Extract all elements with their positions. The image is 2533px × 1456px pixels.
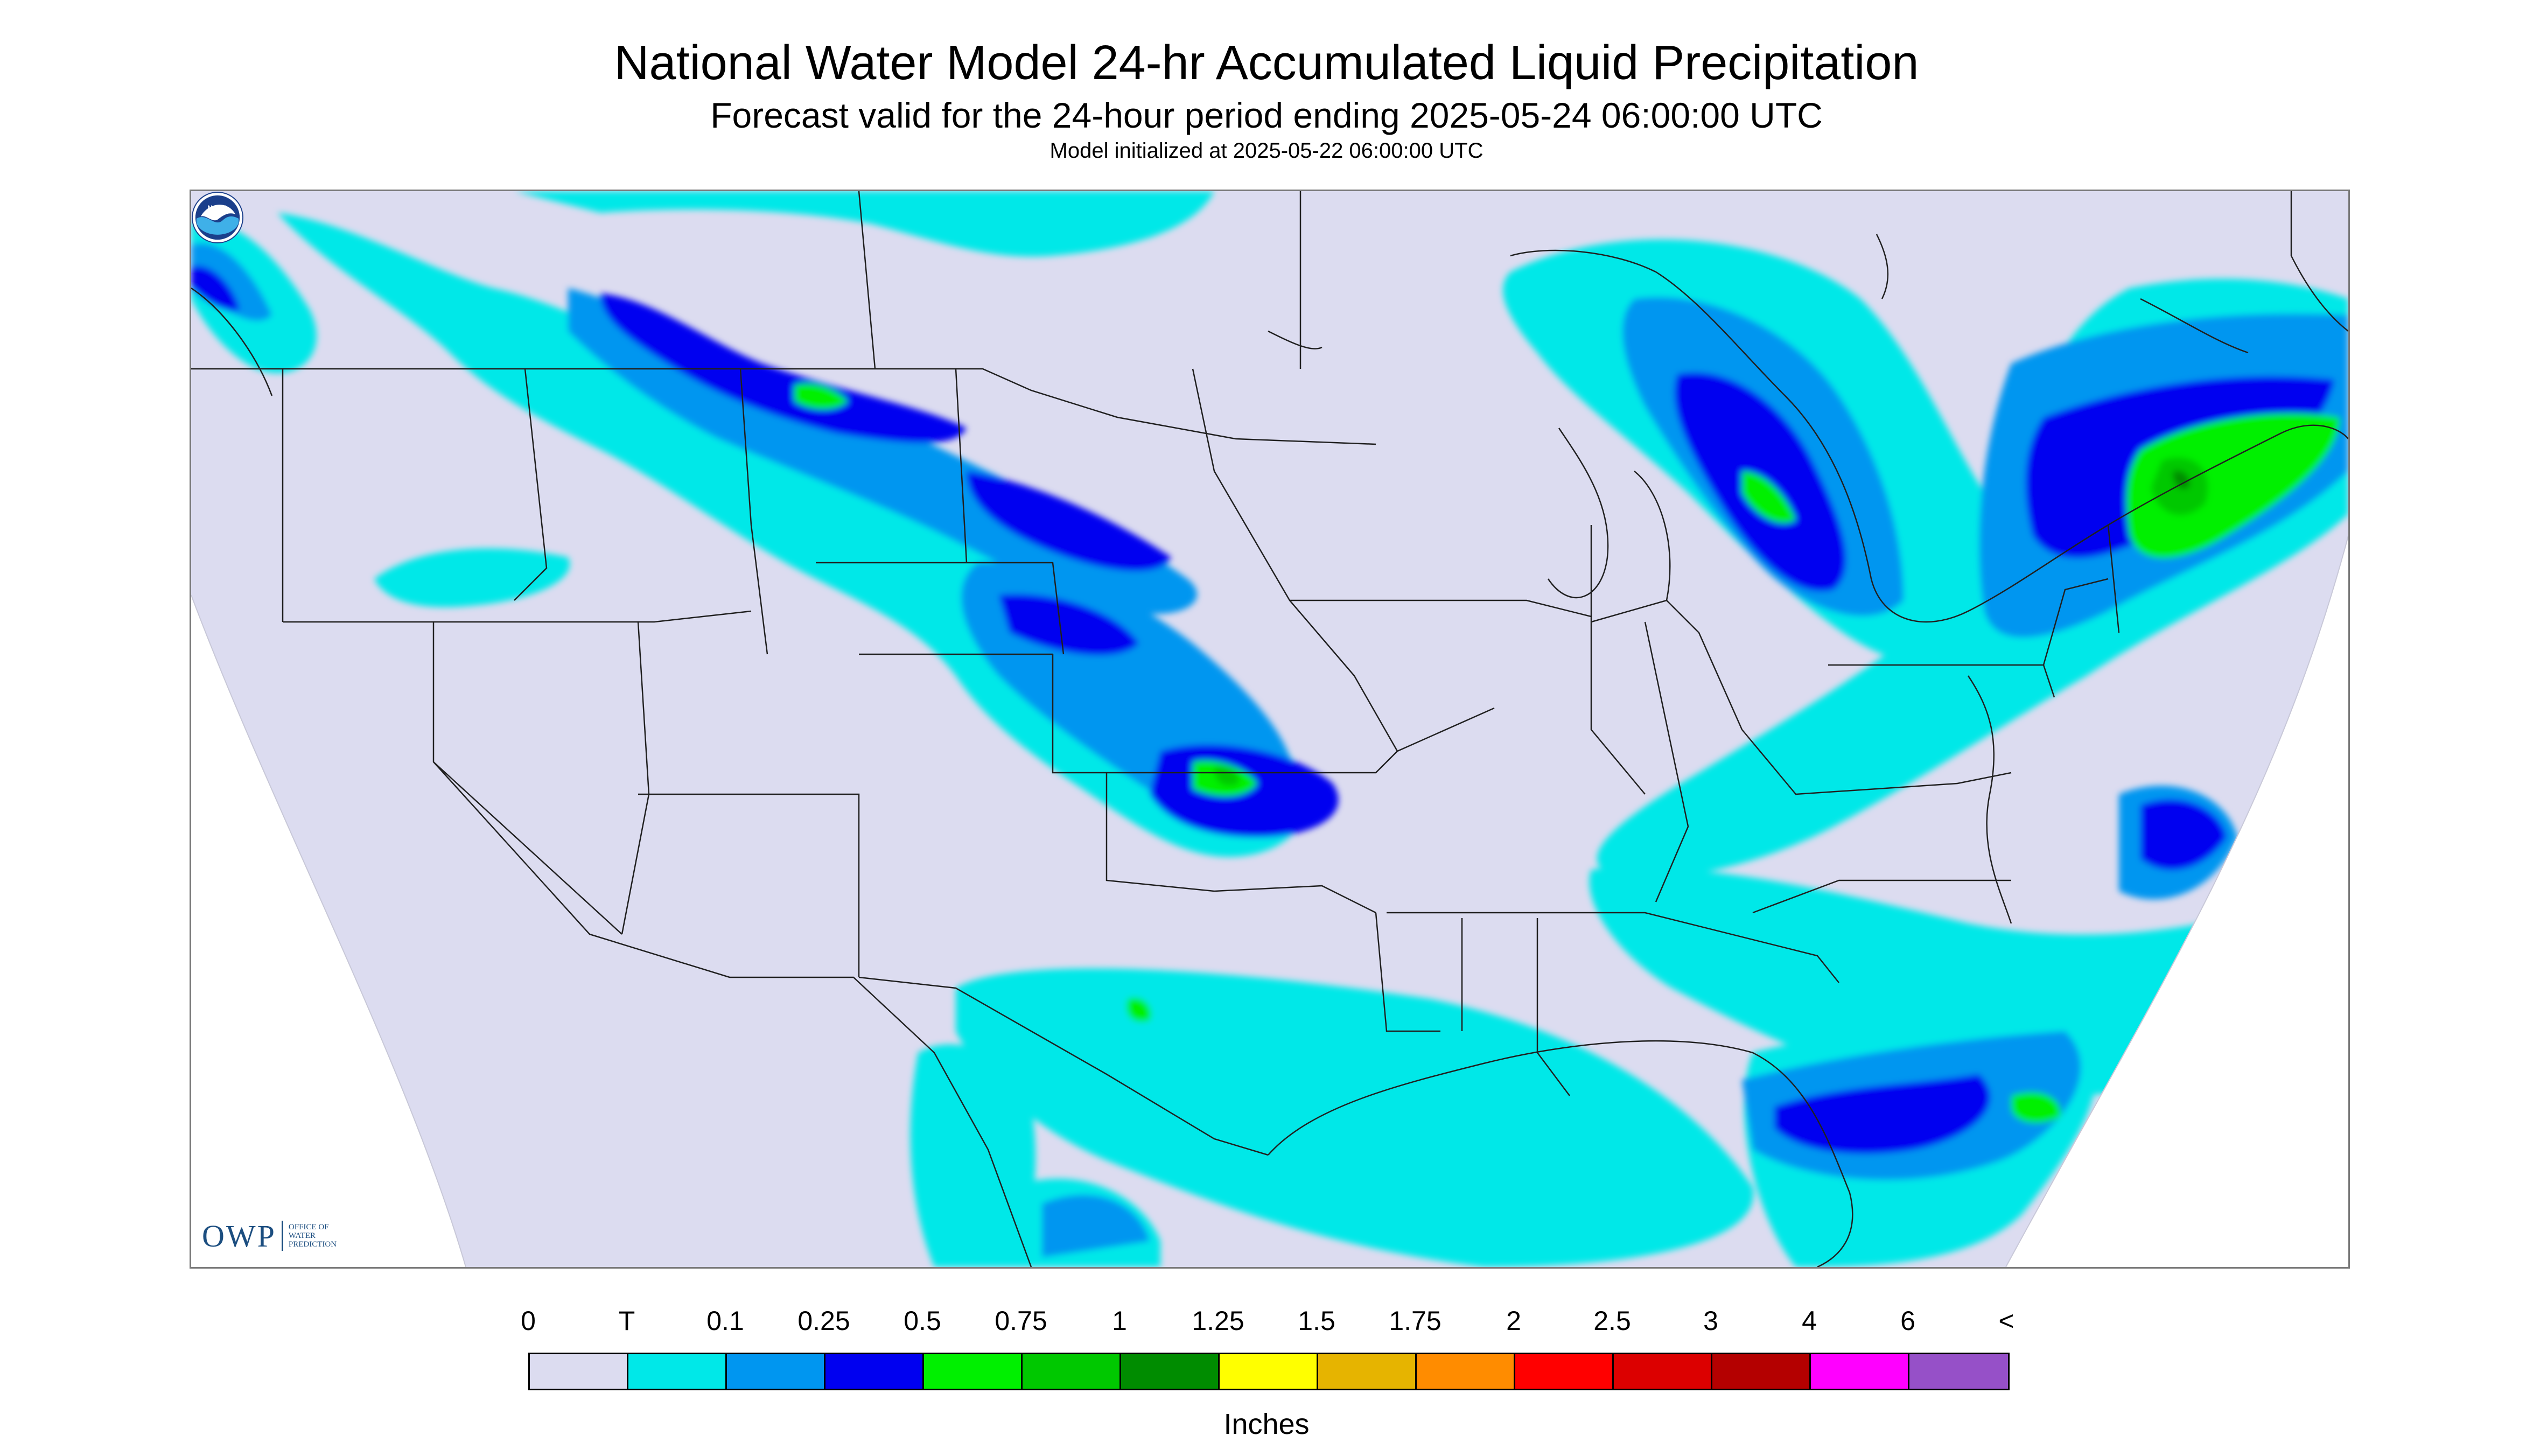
- legend-label: 0.1: [706, 1306, 744, 1336]
- legend-swatch: [1811, 1354, 1909, 1389]
- legend-label: 2.5: [1593, 1306, 1631, 1336]
- legend-label: 1.25: [1192, 1306, 1244, 1336]
- legend-swatch: [1220, 1354, 1318, 1389]
- legend-swatch: [1417, 1354, 1515, 1389]
- owp-logo-mark: OWP: [202, 1218, 276, 1254]
- noaa-seal-icon: NOAA: [191, 191, 244, 244]
- legend-label: 0.25: [797, 1306, 850, 1336]
- legend-label: 3: [1703, 1306, 1718, 1336]
- precip-0-5-areas: [794, 383, 2340, 1123]
- legend-swatch: [1318, 1354, 1417, 1389]
- owp-logo: OWP OFFICE OF WATER PREDICTION: [202, 1217, 342, 1255]
- legend-swatch: [1515, 1354, 1614, 1389]
- legend-swatch: [1023, 1354, 1121, 1389]
- legend-units: Inches: [1223, 1408, 1310, 1440]
- legend-colorbar: [528, 1353, 2010, 1390]
- legend-label: 4: [1802, 1306, 1817, 1336]
- legend-swatch: [1121, 1354, 1220, 1389]
- legend-label: 6: [1900, 1306, 1915, 1336]
- legend-swatch: [628, 1354, 727, 1389]
- owp-logo-text: OFFICE OF WATER PREDICTION: [288, 1223, 337, 1249]
- noaa-logo-text: NOAA: [207, 204, 228, 212]
- precipitation-map[interactable]: OWP OFFICE OF WATER PREDICTION NOAA: [190, 190, 2350, 1269]
- legend-label: 0: [521, 1306, 536, 1336]
- domain-edge: [191, 535, 2348, 1267]
- legend-labels: 0 T 0.1 0.25 0.5 0.75 1 1.25 1.5 1.75 2 2.5 3 4 6 <: [0, 1305, 2533, 1338]
- legend-swatch: [825, 1354, 924, 1389]
- owp-logo-divider: [281, 1221, 283, 1251]
- legend-swatch: [1614, 1354, 1712, 1389]
- map-subtitle: Forecast valid for the 24-hour period en…: [710, 95, 1823, 135]
- legend-swatch: [1712, 1354, 1811, 1389]
- legend-label: T: [618, 1306, 635, 1336]
- model-init-line: Model initialized at 2025-05-22 06:00:00…: [1049, 139, 1484, 163]
- legend-swatch: [727, 1354, 825, 1389]
- legend-label: <: [1998, 1306, 2014, 1336]
- state-boundaries: [191, 191, 2348, 1267]
- map-title: National Water Model 24-hr Accumulated L…: [614, 36, 1919, 90]
- legend-label: 0.5: [904, 1306, 941, 1336]
- legend-label: 2: [1506, 1306, 1521, 1336]
- precip-1-areas: [2173, 471, 2189, 489]
- legend-swatch: [1909, 1354, 2008, 1389]
- legend-swatch: [924, 1354, 1023, 1389]
- legend-swatch: [530, 1354, 628, 1389]
- map-canvas: [191, 191, 2348, 1267]
- legend-label: 1.5: [1298, 1306, 1335, 1336]
- legend-label: 0.75: [995, 1306, 1047, 1336]
- legend-label: 1: [1112, 1306, 1127, 1336]
- legend-label: 1.75: [1389, 1306, 1442, 1336]
